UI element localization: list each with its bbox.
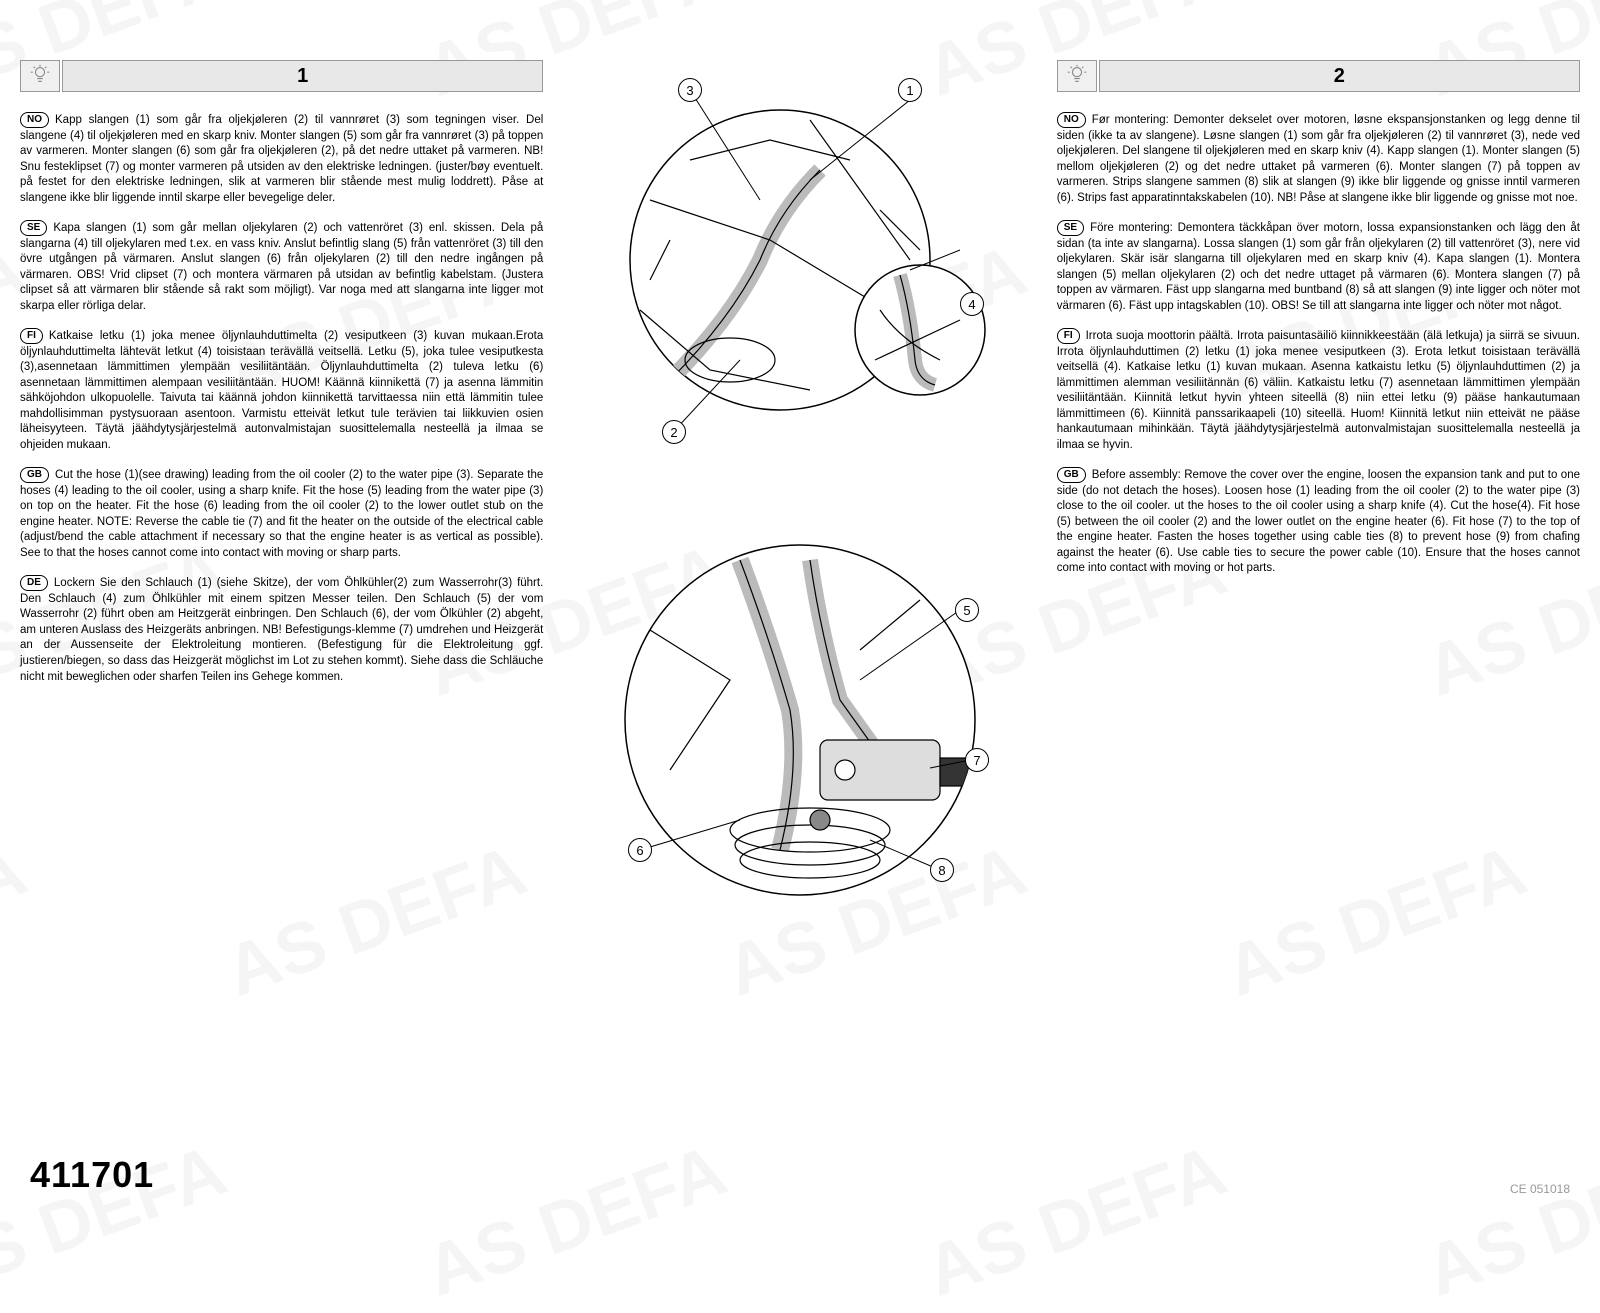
lang-tag-no: NO — [20, 112, 49, 128]
step2-no-text: NOFør montering: Demonter dekselet over … — [1057, 112, 1580, 206]
lang-tag-fi: FI — [1057, 328, 1080, 344]
step2-se-body: Före montering: Demontera täckkåpan över… — [1057, 222, 1580, 312]
diagram-2: 5 7 8 6 — [610, 510, 990, 930]
step2-text-column: 2 NOFør montering: Demonter dekselet ove… — [1057, 60, 1580, 930]
step2-no-body: Før montering: Demonter dekselet over mo… — [1057, 114, 1580, 204]
step1-fi-text: FIKatkaise letku (1) joka menee öljynlau… — [20, 328, 543, 453]
hint-icon-box — [20, 60, 60, 92]
step1-gb-text: GBCut the hose (1)(see drawing) leading … — [20, 467, 543, 561]
step1-gb-body: Cut the hose (1)(see drawing) leading fr… — [20, 469, 543, 559]
step2-fi-text: FIIrrota suoja moottorin päältä. Irrota … — [1057, 328, 1580, 453]
lang-tag-fi: FI — [20, 328, 43, 344]
step2-gb-text: GBBefore assembly: Remove the cover over… — [1057, 467, 1580, 577]
step2-gb-body: Before assembly: Remove the cover over t… — [1057, 469, 1580, 574]
step2-header: 2 — [1057, 60, 1580, 92]
step2-se-text: SEFöre montering: Demontera täckkåpan öv… — [1057, 220, 1580, 314]
page-footer: 411701 CE 051018 — [30, 1154, 1570, 1196]
step2-fi-body: Irrota suoja moottorin päältä. Irrota pa… — [1057, 330, 1580, 451]
diagram-1: 3 1 2 4 — [610, 60, 990, 480]
lang-tag-de: DE — [20, 575, 48, 591]
ce-code: CE 051018 — [1510, 1182, 1570, 1196]
step1-de-text: DELockern Sie den Schlauch (1) (siehe Sk… — [20, 575, 543, 685]
step1-header: 1 — [20, 60, 543, 92]
diagram-column: 3 1 2 4 — [563, 60, 1036, 930]
lang-tag-no: NO — [1057, 112, 1086, 128]
hint-icon-box — [1057, 60, 1097, 92]
step1-no-body: Kapp slangen (1) som går fra oljekjølere… — [20, 114, 543, 204]
callout-4: 4 — [960, 292, 984, 316]
step2-number: 2 — [1099, 60, 1580, 92]
diagram-1-svg — [610, 60, 990, 480]
step1-number: 1 — [62, 60, 543, 92]
callout-3: 3 — [678, 78, 702, 102]
step1-de-body: Lockern Sie den Schlauch (1) (siehe Skit… — [20, 577, 543, 682]
page-content: 1 NOKapp slangen (1) som går fra oljekjø… — [0, 0, 1600, 990]
lang-tag-se: SE — [1057, 220, 1084, 236]
step1-se-body: Kapa slangen (1) som går mellan oljekyla… — [20, 222, 543, 312]
lang-tag-gb: GB — [20, 467, 49, 483]
part-number: 411701 — [30, 1154, 154, 1196]
callout-8: 8 — [930, 858, 954, 882]
lang-tag-se: SE — [20, 220, 47, 236]
step1-text-column: 1 NOKapp slangen (1) som går fra oljekjø… — [20, 60, 543, 930]
step1-no-text: NOKapp slangen (1) som går fra oljekjøle… — [20, 112, 543, 206]
callout-7: 7 — [965, 748, 989, 772]
callout-2: 2 — [662, 420, 686, 444]
callout-1: 1 — [898, 78, 922, 102]
lightbulb-icon — [1066, 63, 1088, 90]
step1-fi-body: Katkaise letku (1) joka menee öljynlauhd… — [20, 330, 543, 451]
step1-se-text: SEKapa slangen (1) som går mellan oljeky… — [20, 220, 543, 314]
callout-5: 5 — [955, 598, 979, 622]
lightbulb-icon — [29, 63, 51, 90]
callout-6: 6 — [628, 838, 652, 862]
lang-tag-gb: GB — [1057, 467, 1086, 483]
